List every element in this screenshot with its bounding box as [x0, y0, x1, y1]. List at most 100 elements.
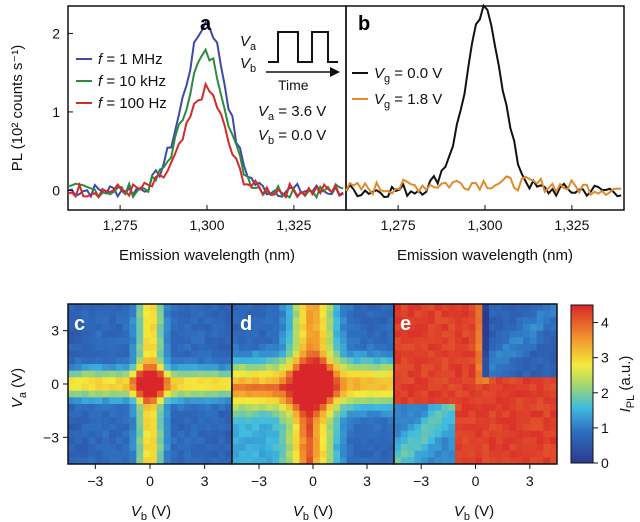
heatmap-cell — [177, 404, 184, 411]
heatmap-cell — [239, 364, 246, 371]
heatmap-cell — [421, 364, 428, 371]
heatmap-cell — [212, 404, 219, 411]
heatmap-cell — [266, 377, 273, 384]
heatmap-cell — [482, 311, 489, 318]
heatmap-cell — [537, 344, 544, 351]
heatmap-cell — [130, 384, 137, 391]
heatmap-cell — [252, 431, 259, 438]
heatmap-cell — [503, 324, 510, 331]
heatmap-cell — [496, 431, 503, 438]
heatmap-cell — [327, 311, 334, 318]
heatmap-cell — [381, 331, 388, 338]
heatmap-cell — [320, 311, 327, 318]
heatmap-cell — [313, 344, 320, 351]
heatmap-cell — [489, 317, 496, 324]
panel-d-letter: d — [240, 313, 252, 335]
heatmap-cell — [164, 344, 171, 351]
heatmap-cell — [95, 404, 102, 411]
heatmap-cell — [171, 424, 178, 431]
heatmap-cell — [89, 444, 96, 451]
heatmap-cell — [489, 351, 496, 358]
heatmap-cell — [394, 384, 401, 391]
heatmap-cell — [442, 431, 449, 438]
heatmap-cell — [75, 411, 82, 418]
heatmap-cell — [116, 311, 123, 318]
heatmap-cell — [421, 417, 428, 424]
heatmap-cell — [191, 431, 198, 438]
heatmap-cell — [89, 377, 96, 384]
heatmap-cell — [143, 417, 150, 424]
annotation-va: Va = 3.6 V — [258, 103, 326, 123]
heatmap-cell — [333, 364, 340, 371]
heatmap-cell — [191, 311, 198, 318]
heatmap-cell — [455, 404, 462, 411]
heatmap-cell — [476, 357, 483, 364]
heatmap-cell — [102, 411, 109, 418]
heatmap-cell — [157, 397, 164, 404]
colorbar-gradient — [571, 305, 593, 463]
heatmap-cell — [509, 424, 516, 431]
heatmap-cell — [516, 331, 523, 338]
heatmap-cell — [360, 377, 367, 384]
heatmap-cell — [191, 404, 198, 411]
heatmap-cell — [496, 411, 503, 418]
heatmap-cell — [469, 411, 476, 418]
heatmap-cell — [68, 371, 75, 378]
heatmap-cell — [279, 324, 286, 331]
heatmap-cell — [381, 317, 388, 324]
heatmap-cell — [218, 411, 225, 418]
heatmap-cell — [306, 377, 313, 384]
heatmap-cell — [489, 304, 496, 311]
heatmap-cell — [354, 337, 361, 344]
heatmap-cell — [130, 364, 137, 371]
heatmap-cell — [347, 351, 354, 358]
heatmap-cell — [75, 357, 82, 364]
heatmap-cell — [306, 444, 313, 451]
heatmap-cell — [143, 304, 150, 311]
heatmap-cell — [530, 324, 537, 331]
heatmap-cell — [469, 417, 476, 424]
heatmap-cell — [293, 411, 300, 418]
heatmap-cell — [374, 337, 381, 344]
heatmap-cell — [279, 397, 286, 404]
heatmap-cell — [327, 411, 334, 418]
heatmap-cell — [421, 331, 428, 338]
heatmap-cell — [442, 311, 449, 318]
heatmap-cell — [164, 304, 171, 311]
heatmap-cell — [489, 377, 496, 384]
heatmap-cell — [347, 404, 354, 411]
heatmap-cell — [171, 371, 178, 378]
heatmap-cell — [184, 444, 191, 451]
heatmap-cell — [136, 371, 143, 378]
heatmap-cell — [177, 417, 184, 424]
heatmap-cell — [198, 324, 205, 331]
heatmap-cell — [462, 417, 469, 424]
heatmap-cell — [95, 317, 102, 324]
heatmap-cell — [273, 384, 280, 391]
heatmap-cell — [482, 431, 489, 438]
heatmap-cell — [530, 344, 537, 351]
heatmap-cell — [455, 444, 462, 451]
heatmap-cell — [266, 417, 273, 424]
heatmap-cell — [435, 431, 442, 438]
heatmap-cell — [374, 431, 381, 438]
heatmap-cell — [354, 351, 361, 358]
heatmap-cell — [177, 357, 184, 364]
heatmap-cell — [116, 391, 123, 398]
heatmap-cell — [252, 377, 259, 384]
heatmap-cell — [75, 391, 82, 398]
heatmap-cell — [414, 451, 421, 458]
heatmap-cell — [543, 424, 550, 431]
heatmap-cell — [212, 451, 219, 458]
heatmap-cell — [414, 397, 421, 404]
heatmap-cell — [320, 431, 327, 438]
panel-a-ylabel: PL (10² counts s⁻¹) — [9, 45, 26, 172]
heatmap-cell — [191, 304, 198, 311]
heatmap-cell — [428, 411, 435, 418]
heatmap-cell — [516, 337, 523, 344]
heatmap-cell — [340, 411, 347, 418]
heatmap-cell — [537, 311, 544, 318]
heatmap-cell — [218, 331, 225, 338]
heatmap-cell — [246, 357, 253, 364]
heatmap-cell — [205, 451, 212, 458]
